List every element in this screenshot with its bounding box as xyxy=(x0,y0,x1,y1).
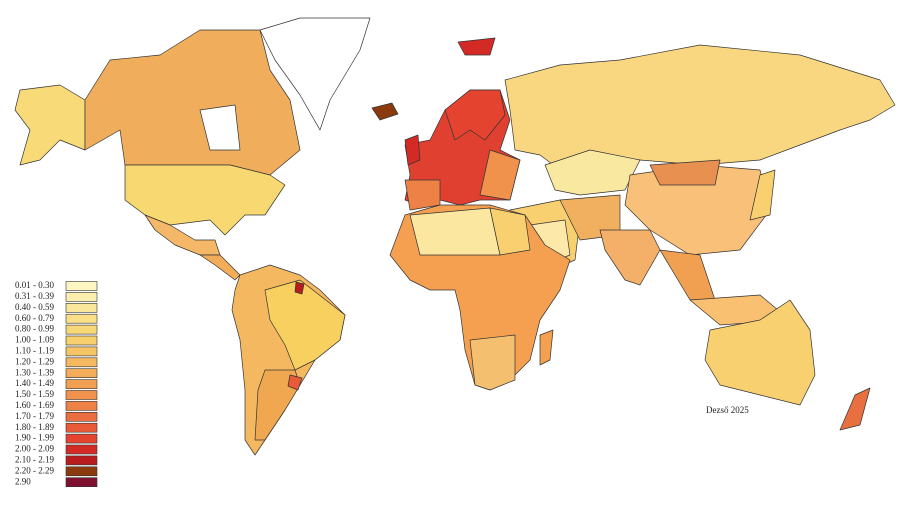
greenland xyxy=(259,17,371,131)
legend-swatch xyxy=(65,292,98,302)
credit: Dezső 2025 xyxy=(706,405,749,415)
legend-label: 1.60 - 1.69 xyxy=(15,400,54,410)
legend-swatch xyxy=(65,346,98,357)
legend-swatch xyxy=(65,324,98,335)
svalbard xyxy=(457,37,496,56)
iceland xyxy=(371,102,399,121)
new-zealand xyxy=(839,387,871,431)
southeast-asia xyxy=(659,249,716,301)
legend-swatch xyxy=(65,422,98,433)
legend-label: 1.50 - 1.59 xyxy=(15,389,54,399)
egypt xyxy=(489,207,531,256)
legend-label: 0.31 - 0.39 xyxy=(15,291,54,301)
legend-label: 0.60 - 0.79 xyxy=(15,313,54,323)
southern-africa xyxy=(469,334,516,391)
countries xyxy=(14,17,896,456)
united-kingdom xyxy=(404,134,421,166)
legend-swatch xyxy=(65,433,98,444)
iberia xyxy=(404,179,441,211)
argentina xyxy=(254,369,301,441)
legend-label: 2.00 - 2.09 xyxy=(15,444,54,454)
usa xyxy=(124,164,286,236)
legend-label: 1.80 - 1.89 xyxy=(15,422,54,432)
australia xyxy=(704,299,816,406)
legend-swatch xyxy=(65,477,98,488)
legend-label: 1.90 - 1.99 xyxy=(15,433,54,443)
legend: 0.01 - 0.300.31 - 0.390.40 - 0.590.60 - … xyxy=(15,280,98,488)
legend-swatch xyxy=(65,368,98,379)
madagascar xyxy=(539,329,554,366)
legend-swatch xyxy=(65,466,98,477)
legend-label: 1.20 - 1.29 xyxy=(15,356,54,366)
legend-swatch xyxy=(65,313,98,324)
canada xyxy=(84,29,301,176)
legend-label: 2.90 xyxy=(15,476,31,486)
legend-label: 2.10 - 2.19 xyxy=(15,454,54,464)
legend-swatch xyxy=(65,455,98,466)
russia xyxy=(504,44,896,176)
legend-swatch xyxy=(65,302,98,313)
mongolia xyxy=(649,159,721,186)
uruguay xyxy=(287,374,303,391)
legend-swatch xyxy=(65,357,98,368)
north-africa xyxy=(409,207,501,256)
french-guiana xyxy=(294,281,305,295)
legend-label: 1.30 - 1.39 xyxy=(15,367,54,377)
legend-swatch xyxy=(65,390,98,400)
india xyxy=(599,229,661,286)
legend-swatch xyxy=(65,444,98,455)
scandinavia xyxy=(444,89,506,141)
legend-swatch xyxy=(65,401,98,411)
eastern-europe xyxy=(479,149,521,201)
legend-label: 2.20 - 2.29 xyxy=(15,465,54,475)
legend-label: 0.80 - 0.99 xyxy=(15,324,54,334)
legend-label: 1.70 - 1.79 xyxy=(15,411,54,421)
legend-swatch xyxy=(65,335,98,346)
central-america xyxy=(199,254,241,281)
alaska xyxy=(14,84,86,166)
legend-label: 0.40 - 0.59 xyxy=(15,302,54,312)
legend-label: 1.10 - 1.19 xyxy=(15,345,54,355)
legend-swatch xyxy=(65,281,98,291)
china xyxy=(624,164,771,256)
legend-label: 1.00 - 1.09 xyxy=(15,335,54,345)
legend-label: 0.01 - 0.30 xyxy=(15,280,54,290)
legend-swatch xyxy=(65,379,98,389)
kazakhstan xyxy=(544,149,641,196)
hudson-bay xyxy=(199,104,241,151)
legend-swatch xyxy=(65,411,98,422)
japan xyxy=(749,169,776,221)
legend-label: 1.40 - 1.49 xyxy=(15,378,54,388)
brazil xyxy=(264,279,346,371)
